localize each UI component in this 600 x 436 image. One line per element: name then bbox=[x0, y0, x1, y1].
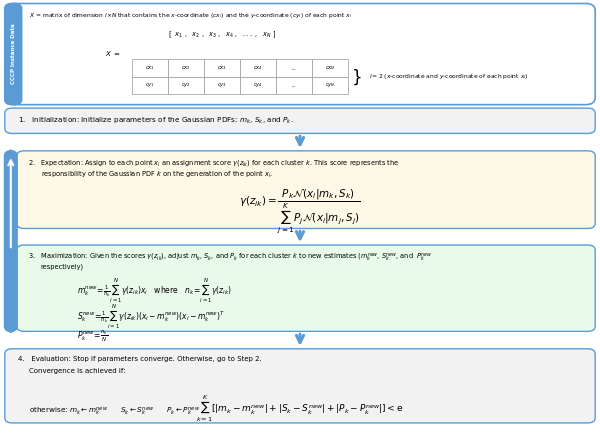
Text: otherwise: $m_k \leftarrow m_k^{new}$      $S_k \leftarrow S_k^{new}$      $P_k : otherwise: $m_k \leftarrow m_k^{new}$ $S… bbox=[29, 406, 200, 419]
FancyBboxPatch shape bbox=[5, 3, 595, 105]
Text: $cy_N$: $cy_N$ bbox=[325, 82, 335, 89]
Text: 4.   Evaluation: Stop if parameters converge. Otherwise, go to Step 2.: 4. Evaluation: Stop if parameters conver… bbox=[18, 356, 262, 362]
Text: ...: ... bbox=[292, 65, 296, 71]
Text: $P_k^{new}\!=\!\frac{n_k}{N}$: $P_k^{new}\!=\!\frac{n_k}{N}$ bbox=[77, 328, 108, 344]
Text: 3.   Maximization: Given the scores $\gamma(z_{ik})$, adjust $m_k$, $S_k$, and $: 3. Maximization: Given the scores $\gamm… bbox=[28, 252, 432, 264]
Text: $\}$: $\}$ bbox=[351, 67, 361, 86]
Bar bbox=[204, 77, 240, 94]
Text: $X$ = matrix of dimension $l$$\times$$N$ that contains the $x$-coordinate ($cx_i: $X$ = matrix of dimension $l$$\times$$N$… bbox=[29, 11, 352, 20]
FancyBboxPatch shape bbox=[5, 3, 22, 105]
Text: ...: ... bbox=[292, 83, 296, 88]
Text: $m_k^{new}\!=\!\frac{1}{n_k}\sum_{i=1}^{N}\gamma(z_{ik})x_i$   where   $n_k\!=\!: $m_k^{new}\!=\!\frac{1}{n_k}\sum_{i=1}^{… bbox=[77, 276, 232, 305]
Text: $cx_N$: $cx_N$ bbox=[325, 64, 335, 72]
Bar bbox=[276, 77, 312, 94]
Text: respectively): respectively) bbox=[41, 264, 84, 270]
Text: 1.   Initialization: Initialize parameters of the Gaussian PDFs: $m_k$, $S_k$, a: 1. Initialization: Initialize parameters… bbox=[18, 116, 293, 126]
Text: $\gamma(z_{ik}) = \dfrac{P_k\mathcal{N}(x_i|m_k,S_k)}{\sum_{j=1}^{K} P_j\mathcal: $\gamma(z_{ik}) = \dfrac{P_k\mathcal{N}(… bbox=[239, 187, 361, 235]
Text: $l = 2$ ($x$-coordinate and $y$-coordinate of each point $x_i$): $l = 2$ ($x$-coordinate and $y$-coordina… bbox=[369, 72, 529, 81]
Bar bbox=[312, 77, 348, 94]
Bar bbox=[132, 59, 168, 77]
Text: $cx_2$: $cx_2$ bbox=[181, 64, 191, 72]
FancyBboxPatch shape bbox=[17, 151, 595, 228]
Bar bbox=[312, 59, 348, 77]
Text: 2.   Expectation: Assign to each point $x_i$ an assignment score $\gamma(z_{ik}): 2. Expectation: Assign to each point $x_… bbox=[28, 158, 399, 168]
FancyBboxPatch shape bbox=[5, 151, 17, 331]
Text: $S_k^{new}\!=\!\frac{1}{n_k}\sum_{i=1}^{N}\gamma(z_{ik})(x_i-m_k^{new})(x_i-m_k^: $S_k^{new}\!=\!\frac{1}{n_k}\sum_{i=1}^{… bbox=[77, 303, 225, 331]
Bar bbox=[204, 59, 240, 77]
Bar bbox=[132, 77, 168, 94]
Bar bbox=[168, 77, 204, 94]
Text: $\sum_{k=1}^{K}[|m_k - m_k^{new}| + |S_k - S_k^{new}| + |P_k - P_k^{new}|] < \ma: $\sum_{k=1}^{K}[|m_k - m_k^{new}| + |S_k… bbox=[196, 394, 404, 424]
FancyBboxPatch shape bbox=[5, 108, 595, 133]
Text: $[\ \ x_1\ ,\ \ x_2\ ,\ \ x_3\ ,\ \ x_4\ ,\ \ ...\ ,\ \ x_N\ ]$: $[\ \ x_1\ ,\ \ x_2\ ,\ \ x_3\ ,\ \ x_4\… bbox=[168, 30, 277, 40]
Bar bbox=[276, 59, 312, 77]
Text: responsibility of the Gaussian PDF $k$ on the generation of the point $x_i$.: responsibility of the Gaussian PDF $k$ o… bbox=[41, 170, 273, 180]
Text: $cy_2$: $cy_2$ bbox=[181, 82, 191, 89]
Text: $X\ =$: $X\ =$ bbox=[105, 49, 121, 58]
FancyBboxPatch shape bbox=[5, 349, 595, 423]
Text: $cy_3$: $cy_3$ bbox=[217, 82, 227, 89]
Bar bbox=[240, 77, 276, 94]
Bar bbox=[240, 59, 276, 77]
Text: $cy_1$: $cy_1$ bbox=[145, 82, 155, 89]
Text: $cx_1$: $cx_1$ bbox=[145, 64, 155, 72]
Text: Convergence is achieved if:: Convergence is achieved if: bbox=[29, 368, 125, 374]
Text: $cy_4$: $cy_4$ bbox=[253, 82, 263, 89]
Text: $cx_3$: $cx_3$ bbox=[217, 64, 227, 72]
Text: CCCP Instance Data: CCCP Instance Data bbox=[11, 24, 16, 85]
Bar bbox=[168, 59, 204, 77]
Text: $cx_4$: $cx_4$ bbox=[253, 64, 263, 72]
FancyBboxPatch shape bbox=[17, 245, 595, 331]
